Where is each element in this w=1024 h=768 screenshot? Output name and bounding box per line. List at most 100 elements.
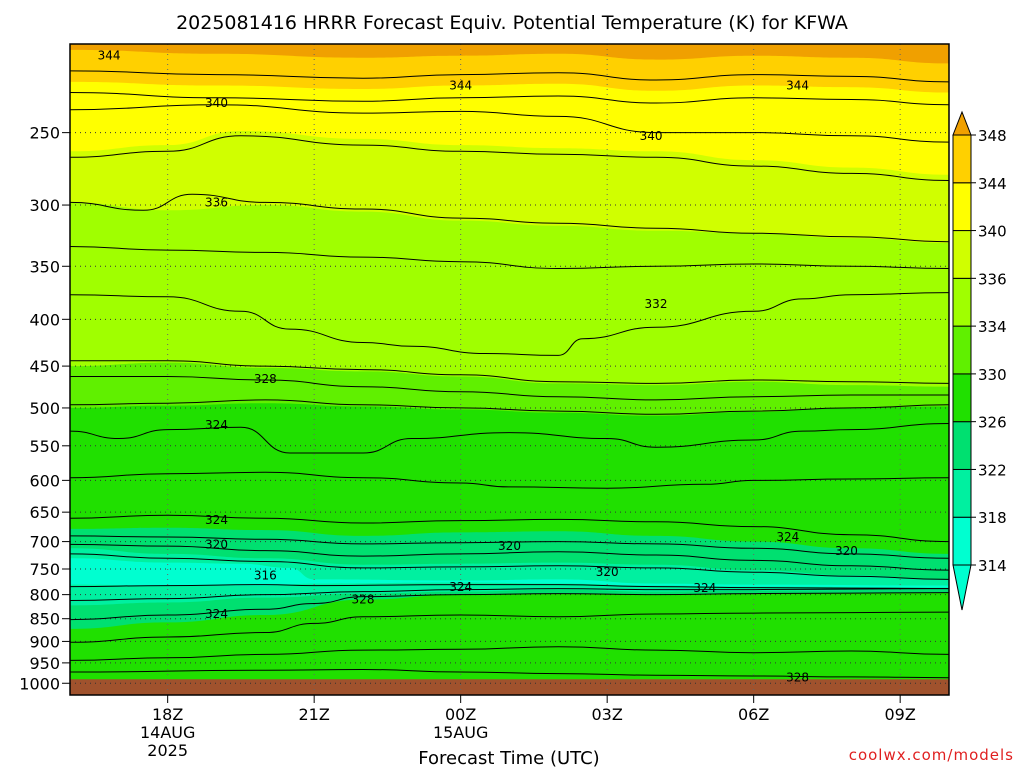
colorbar-tick-label: 322	[978, 461, 1007, 479]
plot-area: 344 344 344 340 340 336 332 328 324 324 320 316 320 3…	[70, 44, 949, 695]
colorbar-tick-label: 330	[978, 366, 1007, 384]
contour-line	[70, 135, 949, 181]
x-tick-year: 2025	[147, 741, 188, 760]
y-tick-label: 300	[29, 196, 60, 215]
contour-line	[70, 592, 949, 621]
y-tick-label: 400	[29, 310, 60, 329]
y-tick-label: 650	[29, 503, 60, 522]
contour-line	[70, 668, 949, 679]
contour-line	[70, 399, 949, 415]
contour-line	[70, 611, 949, 643]
contour-line	[70, 193, 949, 243]
y-tick-label: 750	[29, 560, 60, 579]
contour-label: 324	[205, 418, 228, 432]
y-tick-label: 950	[29, 654, 60, 673]
contour-label: 324	[776, 530, 799, 544]
contour-label: 340	[205, 96, 228, 110]
contour-label: 344	[98, 49, 121, 63]
contour-label: 328	[352, 593, 375, 607]
contour-line	[70, 246, 949, 270]
contour-label: 316	[254, 568, 277, 582]
contour-label: 344	[449, 78, 472, 92]
contour-line	[70, 471, 949, 489]
contour-line	[70, 588, 949, 601]
contour-label: 324	[205, 513, 228, 527]
x-tick-label: 03Z	[592, 705, 623, 724]
chart-title: 2025081416 HRRR Forecast Equiv. Potentia…	[176, 12, 848, 34]
contour-label: 324	[449, 580, 472, 594]
y-tick-label: 250	[29, 124, 60, 143]
y-tick-label: 850	[29, 610, 60, 629]
contour-line	[70, 360, 949, 384]
contour-line	[70, 423, 949, 454]
ground-fill	[70, 679, 949, 695]
colorbar-tick-label: 336	[978, 270, 1007, 288]
y-tick-label: 450	[29, 357, 60, 376]
contour-label: 320	[205, 537, 228, 551]
colorbar-tick-label: 348	[978, 127, 1007, 145]
colorbar: 314 318 322 326 330 334 336 340 344 348	[952, 110, 1007, 611]
x-tick-label: 18Z	[152, 705, 183, 724]
y-tick-label: 700	[29, 533, 60, 552]
colorbar-tick-label: 318	[978, 509, 1007, 527]
contour-line	[70, 535, 949, 559]
contour-line	[70, 514, 949, 543]
colorbar-segment	[952, 468, 972, 518]
colorbar-segment	[952, 516, 972, 566]
contour-line	[70, 92, 949, 106]
contour-line	[70, 292, 949, 356]
colorbar-tick-label: 326	[978, 414, 1007, 432]
contour-line	[70, 375, 949, 401]
plot-frame	[69, 43, 950, 696]
contour-label: 332	[645, 297, 668, 311]
contour-line	[70, 646, 949, 661]
x-tick-sublabel: 15AUG	[433, 723, 488, 742]
colorbar-segment	[952, 182, 972, 232]
band-326	[70, 592, 949, 695]
colorbar-segment	[952, 134, 972, 184]
colorbar-tick-label: 314	[978, 557, 1007, 575]
colorbar-bottom-arrow	[952, 564, 972, 611]
x-axis-label: Forecast Time (UTC)	[418, 748, 599, 768]
contour-line	[70, 584, 949, 590]
y-tick-label: 550	[29, 437, 60, 456]
y-tick-label: 800	[29, 586, 60, 605]
x-tick-label: 21Z	[299, 705, 330, 724]
contour-label: 320	[498, 539, 521, 553]
contour-label: 324	[693, 581, 716, 595]
colorbar-tick-label: 334	[978, 318, 1007, 336]
contour-line	[70, 543, 949, 571]
x-tick-label: 09Z	[885, 705, 916, 724]
colorbar-tick-label: 344	[978, 175, 1007, 193]
x-tick-label: 06Z	[738, 705, 769, 724]
y-tick-label: 900	[29, 632, 60, 651]
colorbar-segment	[952, 373, 972, 423]
contour-line	[70, 553, 949, 580]
colorbar-top-arrow	[952, 110, 972, 136]
colorbar-segment	[952, 230, 972, 279]
contour-label: 340	[640, 129, 663, 143]
y-tick-label: 500	[29, 399, 60, 418]
colorbar-segment	[952, 421, 972, 470]
colorbar-segment	[952, 277, 972, 327]
x-tick-label: 00Z	[445, 705, 476, 724]
contour-line	[70, 104, 949, 143]
contour-label: 344	[786, 78, 809, 92]
y-axis: 250 300 350 400 450 500 550 600 650 700 750 800 850 9…	[19, 124, 70, 693]
contour-line	[70, 70, 949, 83]
y-tick-label: 350	[29, 257, 60, 276]
y-tick-label: 1000	[19, 674, 60, 693]
contour-label: 328	[254, 372, 277, 386]
colorbar-segment	[952, 325, 972, 375]
colorbar-tick-label: 340	[978, 223, 1007, 241]
contour-label: 320	[596, 565, 619, 579]
x-tick-sublabel: 14AUG	[140, 723, 195, 742]
contour-label: 336	[205, 195, 228, 209]
contour-label: 324	[205, 607, 228, 621]
credit-text: coolwx.com/models	[849, 746, 1014, 764]
y-tick-label: 600	[29, 471, 60, 490]
contour-label: 328	[786, 671, 809, 685]
contour-label: 320	[835, 544, 858, 558]
